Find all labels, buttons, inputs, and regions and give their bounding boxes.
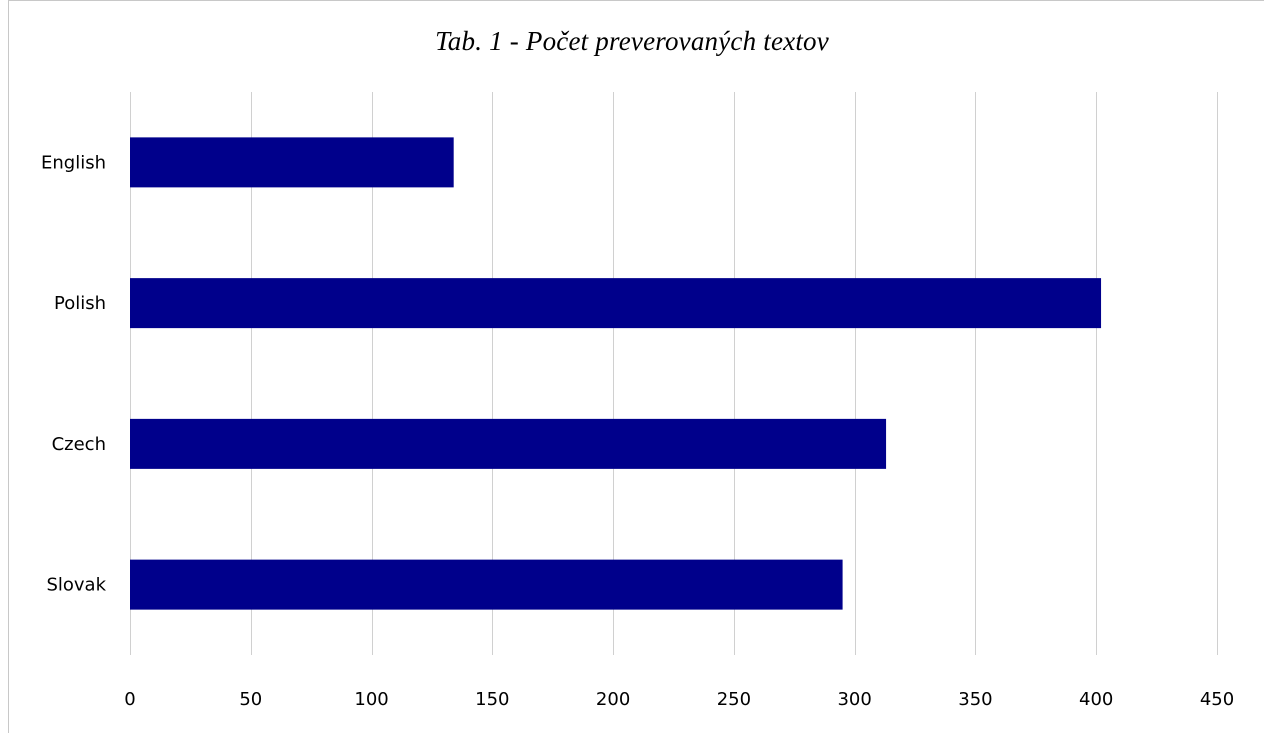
x-tick-label: 50	[239, 689, 262, 710]
bars	[130, 137, 1102, 610]
x-tick-label: 100	[354, 689, 388, 710]
bar-polish	[130, 278, 1102, 329]
x-tick-label: 200	[596, 689, 630, 710]
bar-czech	[130, 418, 887, 469]
x-axis-tick-labels: 0 50 100 150 200 250 300 350 400 450	[124, 689, 1234, 710]
category-label-polish: Polish	[54, 293, 106, 314]
chart-title: Tab. 1 - Počet preverovaných textov	[435, 26, 829, 56]
bar-english	[130, 137, 454, 188]
bar-slovak	[130, 559, 843, 610]
y-axis-category-labels: English Polish Czech Slovak	[41, 152, 107, 595]
x-tick-label: 250	[717, 689, 751, 710]
category-label-czech: Czech	[52, 434, 106, 455]
category-label-slovak: Slovak	[46, 575, 106, 596]
category-label-english: English	[41, 152, 106, 173]
x-tick-label: 0	[124, 689, 135, 710]
x-tick-label: 300	[837, 689, 871, 710]
chart-frame	[8, 0, 1264, 733]
x-tick-label: 150	[475, 689, 509, 710]
x-tick-label: 450	[1200, 689, 1234, 710]
x-tick-label: 400	[1079, 689, 1113, 710]
x-tick-label: 350	[958, 689, 992, 710]
